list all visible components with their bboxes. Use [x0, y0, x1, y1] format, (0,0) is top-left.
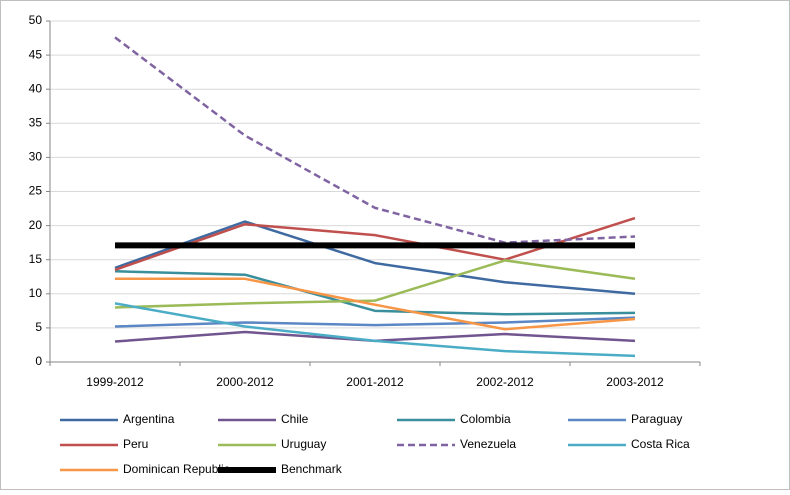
y-tick-label: 40: [29, 81, 43, 95]
series-line: [115, 277, 636, 331]
y-tick-label: 25: [29, 184, 43, 198]
y-tick-label: 50: [29, 13, 43, 27]
series-line: [114, 302, 636, 358]
legend-label: Colombia: [460, 412, 511, 426]
x-tick-label: 1999-2012: [86, 375, 144, 389]
series-line: [114, 36, 636, 244]
y-tick-label: 35: [29, 115, 43, 129]
legend-label: Peru: [123, 437, 148, 451]
legend-label: Venezuela: [460, 437, 516, 451]
y-tick-label: 10: [29, 286, 43, 300]
series-line: [114, 316, 636, 328]
y-tick-label: 45: [29, 47, 43, 61]
legend-label: Dominican Republic: [123, 462, 230, 476]
y-tick-label: 20: [29, 218, 43, 232]
y-tick-label: 30: [29, 150, 43, 164]
series-line: [114, 270, 636, 316]
series-line: [114, 220, 636, 296]
legend-label: Benchmark: [281, 462, 343, 476]
legend-label: Uruguay: [281, 437, 326, 451]
series-line: [114, 259, 636, 309]
y-tick-label: 0: [35, 354, 42, 368]
y-tick-label: 5: [35, 320, 42, 334]
legend-label: Chile: [281, 412, 309, 426]
legend-label: Argentina: [123, 412, 175, 426]
x-tick-label: 2000-2012: [216, 375, 274, 389]
legend-label: Costa Rica: [631, 437, 690, 451]
x-tick-label: 2002-2012: [476, 375, 534, 389]
x-tick-label: 2001-2012: [346, 375, 404, 389]
y-tick-label: 15: [29, 252, 43, 266]
x-tick-label: 2003-2012: [606, 375, 664, 389]
legend-label: Paraguay: [631, 412, 682, 426]
